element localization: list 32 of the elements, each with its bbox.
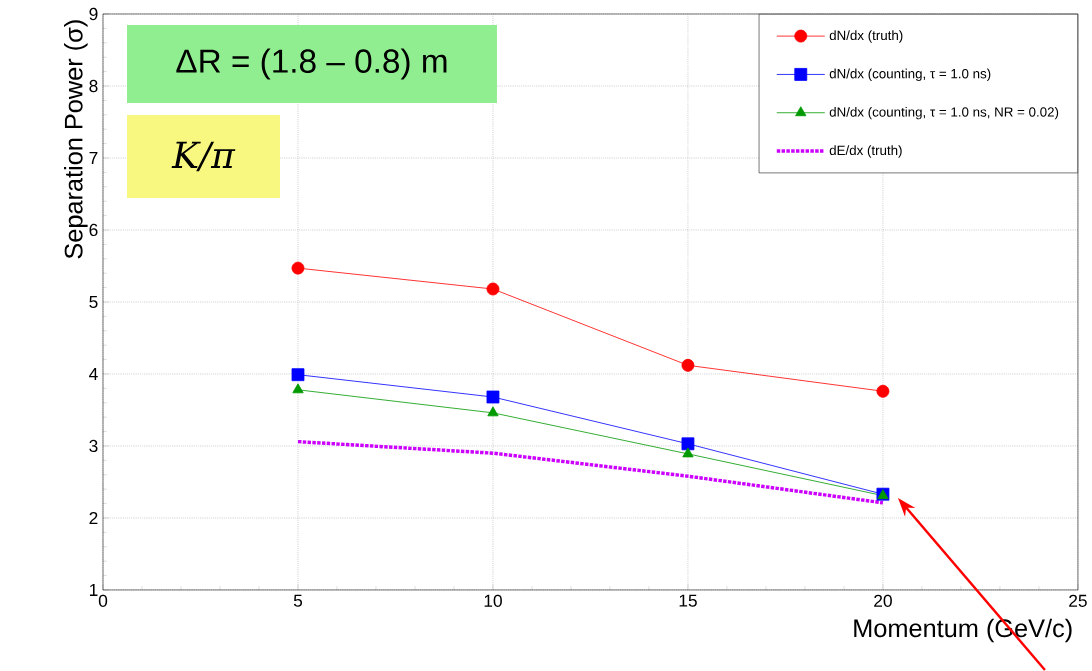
y-tick-label: 4	[89, 367, 98, 380]
y-tick-label: 1	[89, 583, 98, 596]
y-tick-label: 3	[89, 439, 98, 453]
legend-label: dN/dx (truth)	[829, 30, 903, 43]
y-axis-title: Separation Power (σ)	[64, 20, 88, 259]
x-tick-label: 20	[874, 594, 892, 607]
y-tick-label: 2	[89, 511, 98, 524]
point	[291, 261, 305, 275]
point	[682, 447, 694, 458]
y-tick-label: 5	[89, 295, 98, 308]
x-tick-label: 25	[1069, 594, 1087, 607]
point	[487, 406, 499, 417]
point	[486, 390, 500, 404]
legend-label: dN/dx (counting, τ = 1.0 ns, NR = 0.02)	[829, 106, 1059, 120]
point	[876, 384, 890, 398]
x-tick-label: 10	[484, 594, 502, 607]
x-tick-label: 0	[98, 594, 108, 607]
point	[681, 437, 695, 451]
annotation: ΔR = (1.8 – 0.8) m	[176, 48, 447, 80]
x-tick-label: 15	[679, 594, 697, 607]
y-tick-label: 7	[89, 151, 98, 164]
y-tick-label: 9	[89, 7, 98, 21]
legend-label: dN/dx (counting, τ = 1.0 ns)	[829, 68, 991, 81]
point	[486, 282, 500, 296]
point	[681, 358, 695, 372]
y-tick-label: 8	[89, 79, 98, 93]
y-tick-label: 6	[89, 223, 98, 237]
legend-label: dE/dx (truth)	[829, 145, 902, 158]
x-tick-label: 5	[293, 594, 303, 607]
annotation: K/π	[171, 141, 236, 172]
point	[292, 383, 304, 394]
point	[291, 368, 305, 382]
